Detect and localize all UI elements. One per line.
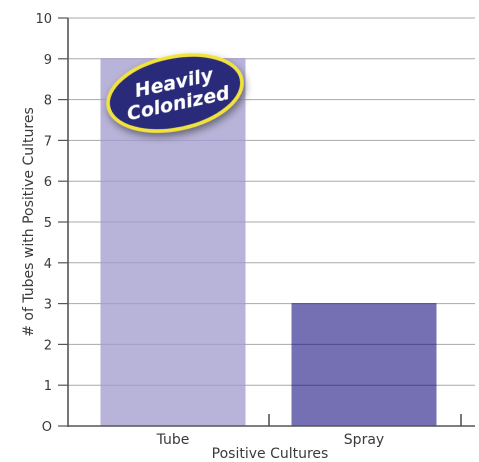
y-tick-label: 2	[44, 338, 52, 353]
x-axis-title: Positive Cultures	[212, 446, 329, 462]
x-tick-label: Spray	[344, 432, 384, 448]
y-tick-label: 5	[44, 216, 52, 231]
y-tick-label: 10	[35, 12, 52, 27]
y-tick-label: 8	[44, 94, 52, 109]
y-tick-label: 7	[44, 134, 52, 149]
y-tick-labels: O 1 2 3 4 5 6 7 8 9 10	[35, 12, 52, 435]
x-tick-label: Tube	[156, 432, 190, 448]
x-tick-labels: Tube Spray	[156, 432, 385, 448]
y-tick-label: 9	[44, 53, 52, 68]
axes	[58, 17, 475, 427]
y-tick-label: 1	[44, 379, 52, 394]
y-tick-label: 3	[44, 298, 52, 313]
y-axis-title: # of Tubes with Positive Cultures	[21, 107, 37, 337]
y-tick-label: 6	[44, 175, 52, 190]
bar-spray	[291, 303, 437, 426]
badge-ellipse	[106, 53, 244, 133]
y-tick-label: 4	[44, 257, 52, 272]
y-tick-label: O	[42, 420, 52, 435]
